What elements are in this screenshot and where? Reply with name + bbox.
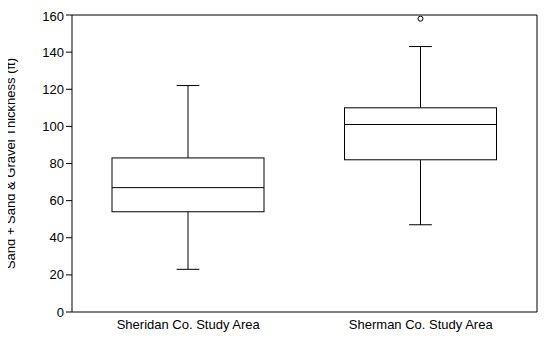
svg-text:60: 60 bbox=[50, 193, 64, 208]
svg-text:80: 80 bbox=[50, 156, 64, 171]
svg-text:0: 0 bbox=[57, 305, 64, 320]
svg-text:Sand + Sand & Gravel Thickness: Sand + Sand & Gravel Thickness (ft) bbox=[8, 58, 18, 269]
svg-text:120: 120 bbox=[42, 82, 64, 97]
svg-text:160: 160 bbox=[42, 9, 64, 24]
svg-text:Sherman Co. Study Area: Sherman Co. Study Area bbox=[349, 317, 494, 332]
svg-text:140: 140 bbox=[42, 45, 64, 60]
svg-text:20: 20 bbox=[50, 267, 64, 282]
svg-text:Sheridan Co. Study Area: Sheridan Co. Study Area bbox=[117, 317, 261, 332]
svg-text:40: 40 bbox=[50, 230, 64, 245]
svg-text:100: 100 bbox=[42, 119, 64, 134]
